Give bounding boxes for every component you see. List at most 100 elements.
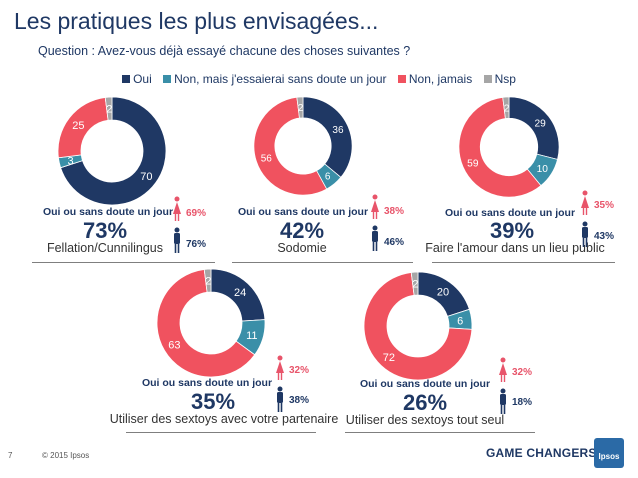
women-value-3: 35% (594, 200, 615, 211)
slice-label-non-jamais: 25 (72, 120, 84, 132)
legend-label-nsp: Nsp (494, 72, 516, 86)
legend-label-non-jamais: Non, jamais (408, 72, 473, 86)
donut-slice-nsp (203, 268, 212, 293)
chart-title-2: Sodomie (277, 241, 327, 255)
donut-chart-4: 24 11 63 2 (156, 268, 266, 378)
divider-3 (432, 262, 615, 263)
women-value-4: 32% (289, 365, 310, 376)
men-value-1: 76% (186, 239, 207, 250)
male-head-icon (582, 221, 588, 227)
male-body-icon (500, 394, 506, 405)
slice-label-oui: 36 (332, 125, 344, 136)
male-body-icon (372, 231, 378, 242)
male-head-icon (277, 386, 283, 392)
donut-slice-oui (302, 96, 353, 178)
slice-label-oui: 20 (437, 287, 449, 299)
page-title: Les pratiques les plus envisagées... (14, 8, 379, 34)
summary-value-1: 73% (82, 218, 128, 243)
donut-slice-nsp (502, 96, 510, 119)
donut-chart-5: 20 6 72 2 (363, 271, 473, 381)
slice-label-non-jamais: 72 (383, 352, 395, 364)
male-body-icon (582, 227, 588, 238)
divider-5 (345, 432, 535, 433)
legend-swatch-oui (122, 75, 131, 83)
summary-label-4: Oui ou sans doute un jour (141, 377, 273, 389)
slice-label-non-mais: 3 (67, 155, 73, 167)
slice-label-oui: 29 (534, 119, 546, 130)
donut-slice-nsp (296, 96, 304, 119)
ipsos-logo-text: Ipsos (598, 452, 620, 461)
donut-slice-nsp (410, 271, 419, 296)
men-value-4: 38% (289, 395, 310, 406)
legend-item-non-mais: Non, mais j'essaierai sans doute un jour (163, 72, 387, 86)
summary-label-1: Oui ou sans doute un jour (42, 206, 174, 218)
slice-label-non-jamais: 59 (467, 158, 479, 169)
legend-item-nsp: Nsp (483, 72, 516, 86)
divider-2 (232, 262, 413, 263)
slice-label-nsp: 2 (412, 279, 418, 291)
donut-slice-non-jamais (363, 271, 473, 381)
female-body-icon (173, 202, 181, 214)
men-value-5: 18% (512, 397, 533, 408)
female-head-icon (500, 357, 506, 363)
summary-value-4: 35% (190, 389, 236, 414)
brand-tagline: GAME CHANGERS (486, 446, 597, 460)
slice-label-non-jamais: 63 (168, 340, 180, 352)
gender-icons-3 (581, 190, 589, 247)
divider-4 (126, 432, 316, 433)
donut-chart-3: 29 10 59 2 (458, 96, 560, 198)
slice-label-non-mais: 6 (325, 171, 331, 182)
male-head-icon (500, 388, 506, 394)
female-head-icon (582, 190, 588, 196)
slice-label-non-mais: 11 (246, 330, 257, 342)
legend: Oui Non, mais j'essaierai sans doute un … (0, 72, 638, 86)
slice-label-non-mais: 6 (457, 316, 463, 328)
summary-value-5: 26% (402, 390, 448, 415)
donut-slice-non-jamais (156, 268, 256, 378)
gender-icons-1 (173, 196, 181, 253)
female-body-icon (371, 200, 379, 212)
women-value-2: 38% (384, 206, 405, 217)
legend-label-non-mais: Non, mais j'essaierai sans doute un jour (174, 72, 387, 86)
male-head-icon (174, 227, 180, 233)
male-body-icon (277, 392, 283, 403)
copyright: © 2015 Ipsos (42, 451, 90, 460)
men-value-2: 46% (384, 237, 405, 248)
female-body-icon (276, 361, 284, 373)
chart-title-1: Fellation/Cunnilingus (46, 241, 164, 255)
men-value-3: 43% (594, 231, 615, 242)
donut-slice-non-jamais (253, 96, 328, 196)
slice-label-nsp: 2 (205, 276, 211, 288)
ipsos-logo: Ipsos (594, 438, 624, 468)
gender-icons-4 (276, 355, 284, 412)
women-value-5: 32% (512, 367, 533, 378)
female-head-icon (372, 194, 378, 200)
chart-title-4: Utiliser des sextoys avec votre partenai… (109, 412, 339, 426)
donut-slice-non-jamais (458, 96, 542, 198)
legend-item-oui: Oui (122, 72, 152, 86)
summary-value-2: 42% (279, 218, 325, 243)
donut-chart-1: 70 3 25 2 (57, 96, 167, 206)
summary-label-2: Oui ou sans doute un jour (237, 206, 369, 218)
women-value-1: 69% (186, 208, 207, 219)
chart-title-3: Faire l'amour dans un lieu public (425, 241, 605, 255)
donut-slice-oui (60, 96, 167, 206)
slice-label-non-mais: 10 (537, 164, 549, 175)
donut-chart-2: 36 6 56 2 (253, 96, 353, 196)
female-head-icon (174, 196, 180, 202)
legend-item-non-jamais: Non, jamais (397, 72, 473, 86)
female-body-icon (581, 196, 589, 208)
summary-value-3: 39% (489, 218, 535, 243)
slice-label-oui: 24 (234, 287, 246, 299)
slice-label-oui: 70 (140, 171, 152, 183)
chart-title-5: Utiliser des sextoys tout seul (345, 413, 505, 427)
slice-label-nsp: 2 (298, 103, 304, 114)
legend-swatch-non-mais (163, 75, 172, 83)
summary-label-5: Oui ou sans doute un jour (359, 378, 491, 390)
female-head-icon (277, 355, 283, 361)
gender-icons-5 (499, 357, 507, 414)
divider-1 (32, 262, 215, 263)
donut-slice-nsp (104, 96, 113, 121)
gender-icons-2 (371, 194, 379, 251)
question-text: Question : Avez-vous déjà essayé chacune… (38, 44, 411, 58)
